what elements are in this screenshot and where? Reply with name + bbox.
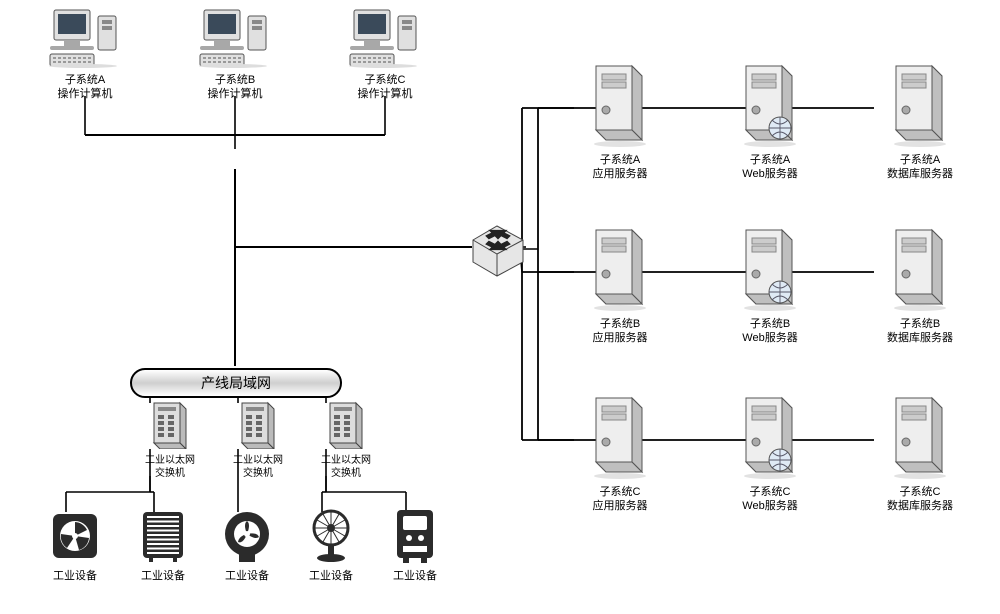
client-pc: 子系统C操作计算机 — [340, 8, 430, 101]
equipment: 工业设备 — [296, 508, 366, 583]
server: 子系统A应用服务器 — [570, 62, 670, 181]
server: 子系统C数据库服务器 — [870, 394, 970, 513]
server: 子系统A数据库服务器 — [870, 62, 970, 181]
server-icon — [738, 62, 802, 148]
server-label: 子系统B — [570, 317, 670, 331]
server-icon — [888, 394, 952, 480]
server-icon — [738, 226, 802, 312]
equipment-label: 工业设备 — [40, 569, 110, 583]
server-icon — [738, 394, 802, 480]
lan-banner: 产线局域网 — [130, 368, 342, 398]
client-label: 子系统A — [40, 73, 130, 87]
server-icon — [588, 226, 652, 312]
server: 子系统C应用服务器 — [570, 394, 670, 513]
equipment-label: 工业设备 — [128, 569, 198, 583]
core-switch — [468, 220, 528, 283]
industrial-switch-icon — [326, 397, 366, 449]
client-label: 子系统C — [340, 73, 430, 87]
server: 子系统B数据库服务器 — [870, 226, 970, 345]
server-label: 子系统C — [570, 485, 670, 499]
server: 子系统B应用服务器 — [570, 226, 670, 345]
server-label: 子系统B — [720, 317, 820, 331]
network-switch-icon — [469, 220, 527, 278]
industrial-switch-icon — [238, 397, 278, 449]
server-label: 子系统A — [570, 153, 670, 167]
computer-icon — [198, 8, 272, 68]
computer-icon — [48, 8, 122, 68]
server-icon — [888, 226, 952, 312]
equipment: 工业设备 — [40, 508, 110, 583]
equipment: 工业设备 — [380, 508, 450, 583]
equipment-label: 工业设备 — [212, 569, 282, 583]
server-label: 子系统A — [870, 153, 970, 167]
equipment: 工业设备 — [212, 508, 282, 583]
industrial-switch: 工业以太网交换机 — [306, 397, 386, 480]
equipment-label: 工业设备 — [296, 569, 366, 583]
server-icon — [588, 62, 652, 148]
client-pc: 子系统B操作计算机 — [190, 8, 280, 101]
server: 子系统AWeb服务器 — [720, 62, 820, 181]
industrial-switch-icon — [150, 397, 190, 449]
ind-switch-label: 工业以太网 — [306, 454, 386, 467]
server-label: 子系统C — [870, 485, 970, 499]
equipment: 工业设备 — [128, 508, 198, 583]
server-label: 子系统B — [870, 317, 970, 331]
server: 子系统BWeb服务器 — [720, 226, 820, 345]
server-icon — [588, 394, 652, 480]
ind-switch-label: 工业以太网 — [130, 454, 210, 467]
client-pc: 子系统A操作计算机 — [40, 8, 130, 101]
server-label: 子系统A — [720, 153, 820, 167]
client-label: 子系统B — [190, 73, 280, 87]
ind-switch-label: 工业以太网 — [218, 454, 298, 467]
server: 子系统CWeb服务器 — [720, 394, 820, 513]
industrial-switch: 工业以太网交换机 — [130, 397, 210, 480]
equipment-label: 工业设备 — [380, 569, 450, 583]
server-icon — [888, 62, 952, 148]
server-label: 子系统C — [720, 485, 820, 499]
computer-icon — [348, 8, 422, 68]
industrial-switch: 工业以太网交换机 — [218, 397, 298, 480]
